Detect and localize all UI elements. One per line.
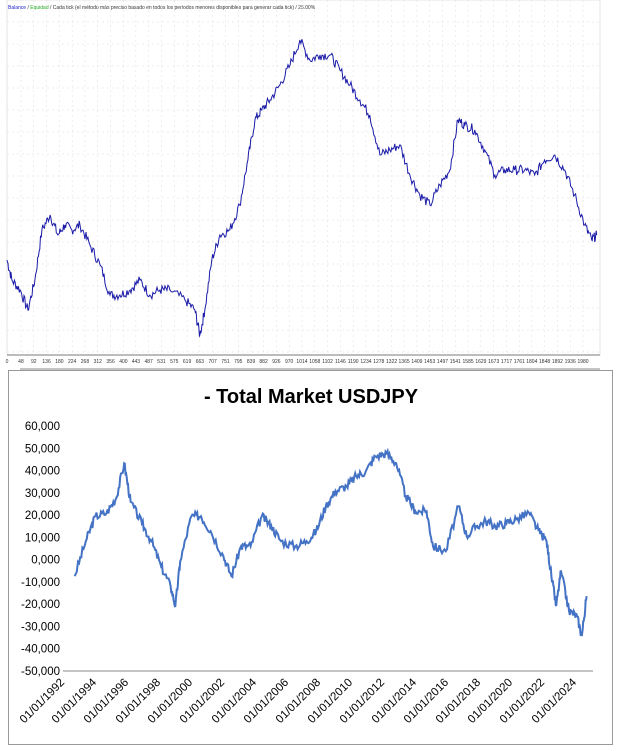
x-tick-label: 136	[42, 359, 51, 365]
y-tick-label: -20,000	[21, 599, 60, 611]
total-market-chart-svg: - Total Market USDJPY 60,000 50,000 40,000…	[18, 386, 593, 726]
x-tick-label: 1541	[450, 359, 461, 365]
x-tick-label: 1322	[386, 359, 397, 365]
legend-balance: Balance	[8, 5, 26, 11]
x-tick-label: 1892	[552, 359, 563, 365]
x-tick-label: 839	[247, 359, 256, 365]
x-tick-label: 575	[170, 359, 179, 365]
y-tick-label: 0,000	[31, 555, 60, 567]
x-tick-label: 180	[55, 359, 64, 365]
y-tick-label: 20,000	[25, 510, 60, 522]
x-tick-label: 882	[259, 359, 268, 365]
total-market-chart: - Total Market USDJPY 60,000 50,000 40,000…	[8, 370, 613, 745]
x-tick-label: 531	[157, 359, 166, 365]
x-tick-label: 1146	[335, 359, 346, 365]
x-tick-label: 707	[209, 359, 218, 365]
x-tick-label: 1014	[296, 359, 307, 365]
x-tick-label: 1848	[539, 359, 550, 365]
x-tick-label: 1102	[322, 359, 333, 365]
x-tick-label: 1673	[488, 359, 499, 365]
total-market-line	[73, 447, 588, 637]
x-tick-label: 356	[106, 359, 115, 365]
y-tick-label: 60,000	[25, 421, 60, 433]
x-tick-label: 1980	[577, 359, 588, 365]
plot-frame	[6, 0, 601, 356]
x-tick-label: 487	[145, 359, 154, 365]
legend-equity: Equidad	[30, 5, 49, 11]
x-tick-label: 663	[196, 359, 205, 365]
x-tick-label: 312	[94, 359, 103, 365]
x-tick-label: 1629	[475, 359, 486, 365]
x-tick-label: 0	[6, 359, 9, 365]
y-tick-label: -40,000	[21, 644, 60, 656]
y-tick-label: -50,000	[21, 666, 60, 678]
x-tick-label: 1278	[373, 359, 384, 365]
x-tick-label: 224	[68, 359, 77, 365]
svg-text:Balance / Equidad / Cada tick: Balance / Equidad / Cada tick (el método…	[8, 5, 316, 11]
x-tick-label: 268	[81, 359, 90, 365]
chart-title: - Total Market USDJPY	[204, 386, 419, 408]
x-tick-label: 1409	[411, 359, 422, 365]
x-tick-label: 751	[221, 359, 230, 365]
x-tick-label: 970	[285, 359, 294, 365]
balance-chart-svg: Balance / Equidad / Cada tick (el método…	[6, 0, 601, 370]
x-tick-label: 1717	[501, 359, 512, 365]
x-tick-label: 1190	[348, 359, 359, 365]
x-tick-label: 1936	[565, 359, 576, 365]
y-tick-label: 10,000	[25, 532, 60, 544]
y-tick-label: -10,000	[21, 577, 60, 589]
x-tick-label: 1365	[399, 359, 410, 365]
x-tick-label: 1585	[463, 359, 474, 365]
x-tick-label: 400	[119, 359, 128, 365]
balance-line	[6, 39, 598, 338]
x-tick-label: 443	[132, 359, 141, 365]
x-tick-label: 48	[18, 359, 24, 365]
legend-description: / Cada tick (el método más preciso basad…	[49, 5, 316, 11]
x-tick-label: 1497	[437, 359, 448, 365]
y-tick-label: -30,000	[21, 621, 60, 633]
legend-separator: /	[26, 5, 30, 11]
x-tick-label: 1234	[360, 359, 371, 365]
y-tick-label: 30,000	[25, 488, 60, 500]
y-tick-label: 40,000	[25, 466, 60, 478]
x-tick-label: 619	[183, 359, 192, 365]
x-tick-label: 926	[272, 359, 281, 365]
x-tick-label: 1804	[526, 359, 537, 365]
x-tick-label: 795	[234, 359, 243, 365]
y-tick-label: 50,000	[25, 443, 60, 455]
x-tick-label: 1058	[309, 359, 320, 365]
balance-chart: Balance / Equidad / Cada tick (el método…	[0, 0, 632, 370]
x-tick-label: 1453	[424, 359, 435, 365]
x-tick-label: 92	[31, 359, 37, 365]
x-tick-label: 1761	[514, 359, 525, 365]
